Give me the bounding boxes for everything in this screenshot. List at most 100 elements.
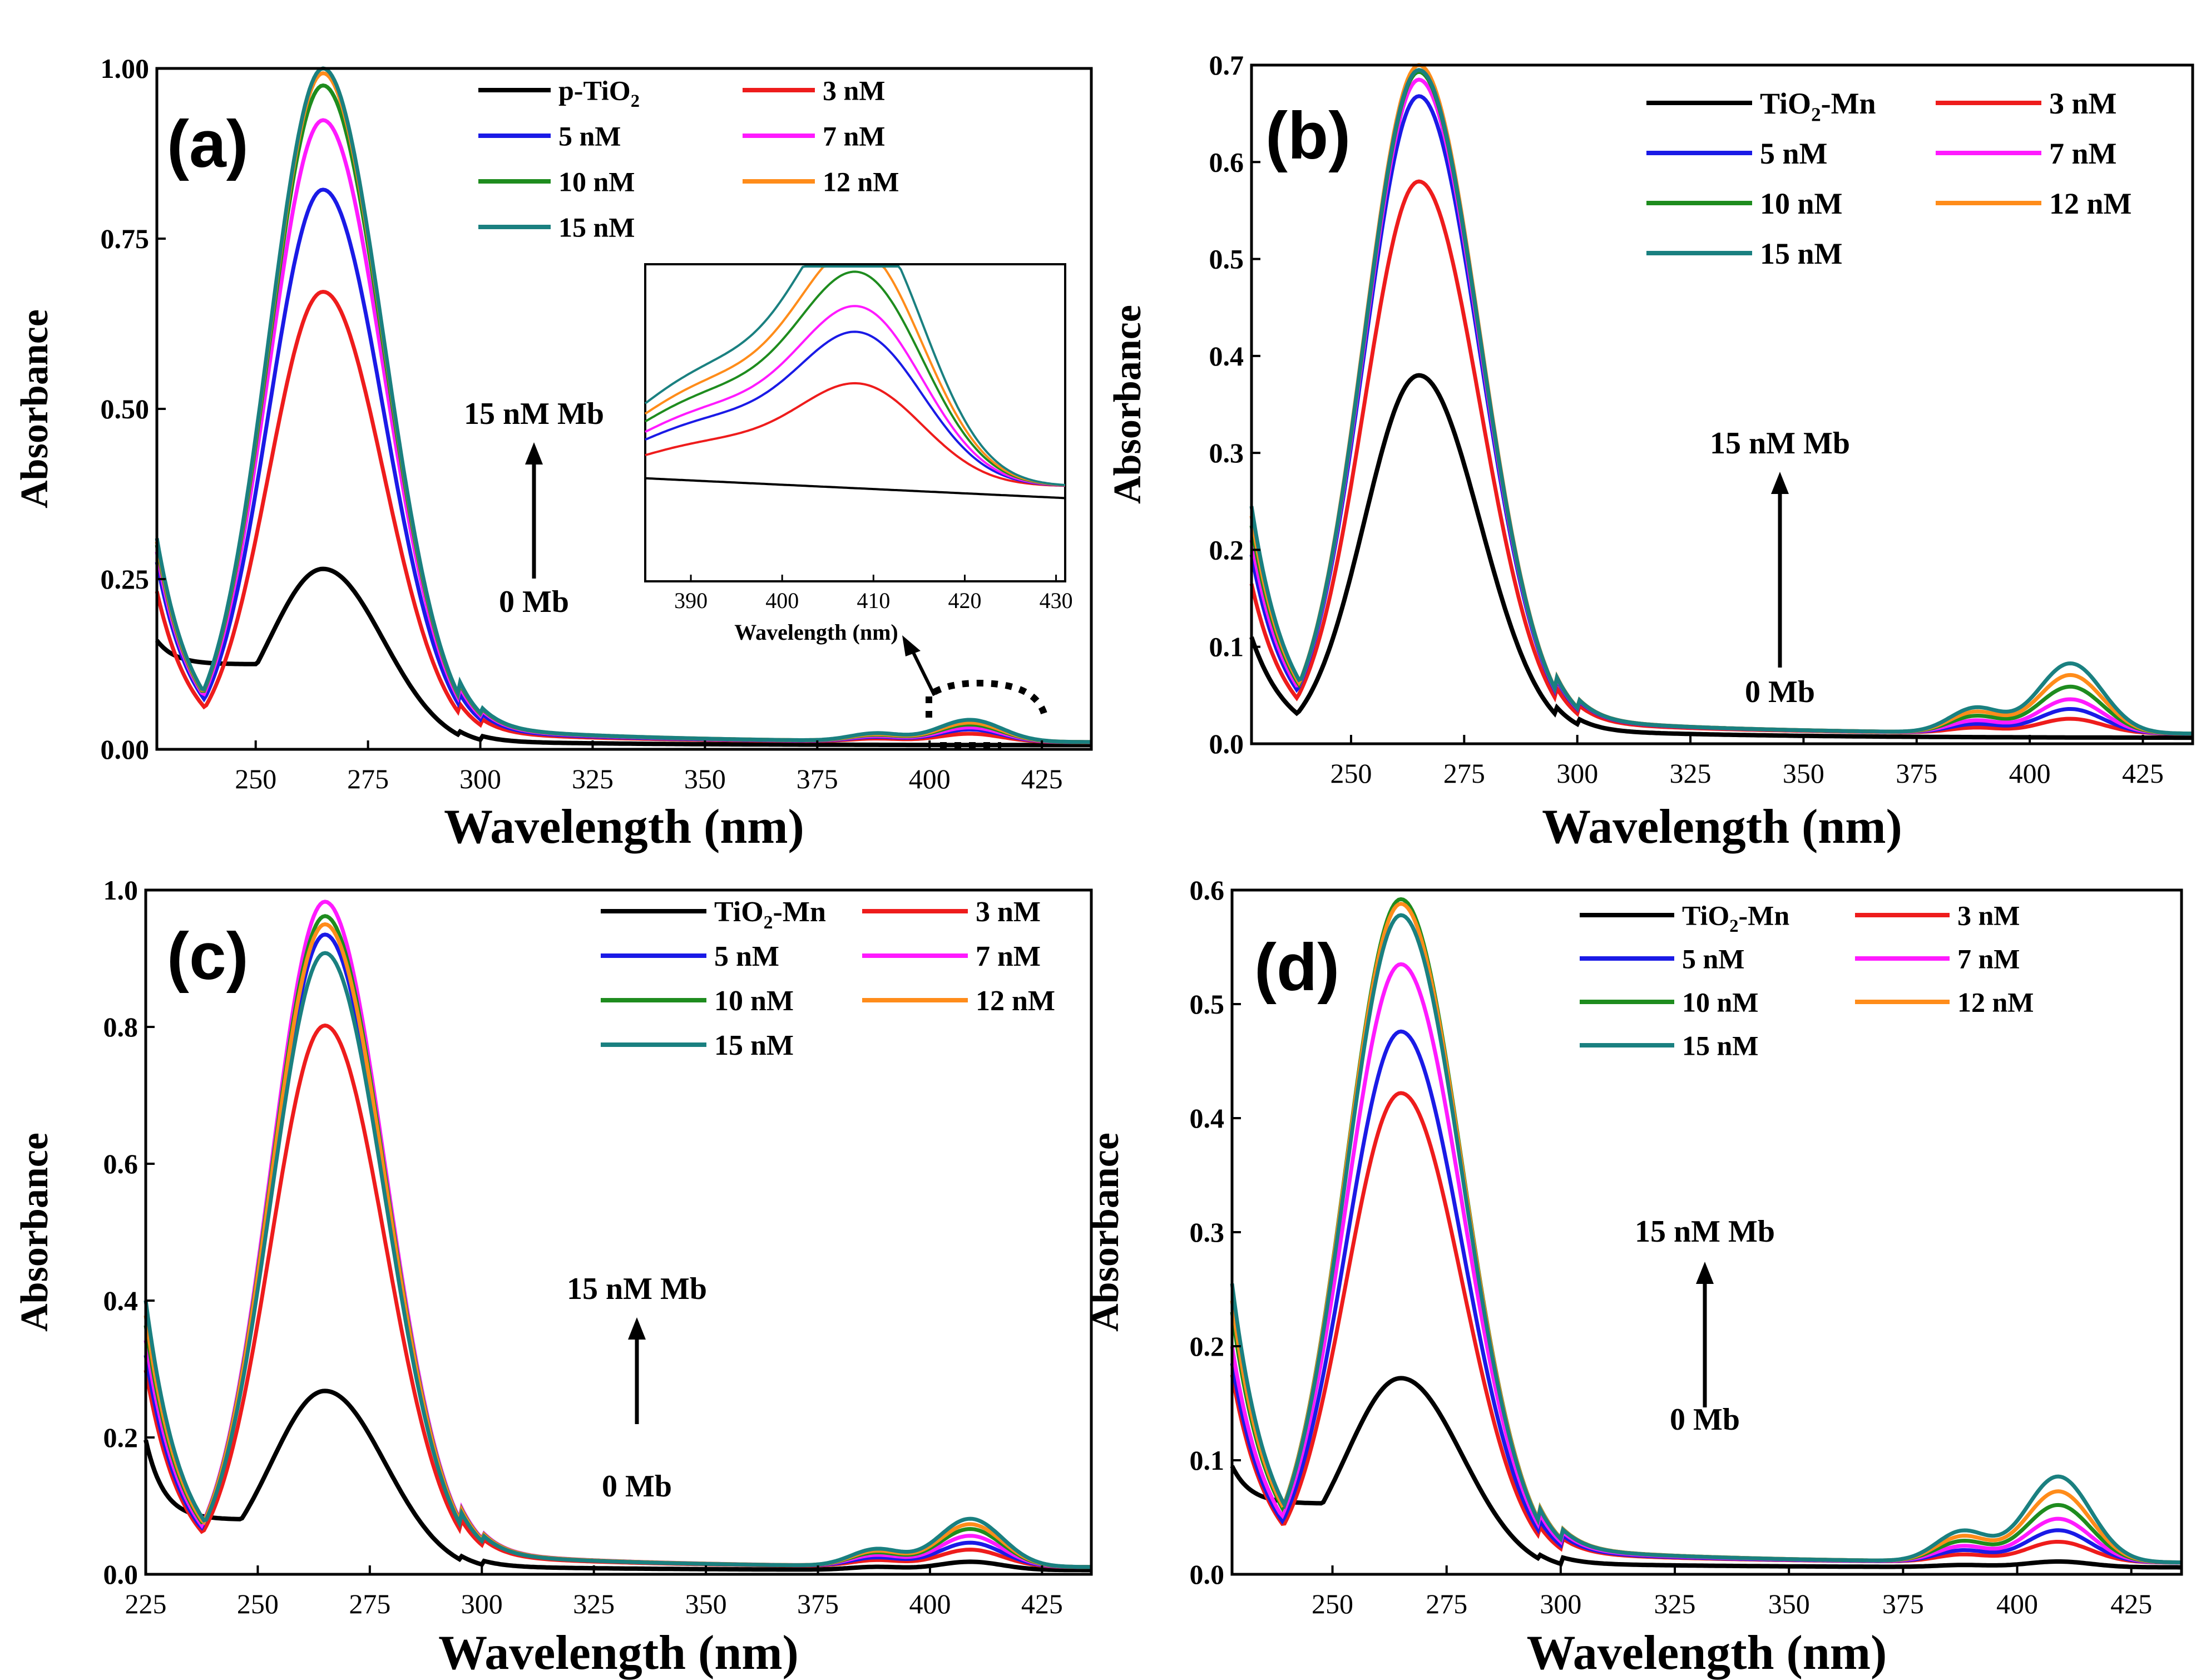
x-tick-label: 325 xyxy=(573,1588,615,1619)
legend-label: 12 nM xyxy=(976,985,1055,1017)
x-tick-label: 275 xyxy=(1426,1588,1467,1619)
x-tick-label: 425 xyxy=(1021,1588,1063,1619)
legend-label: p-TiO2 xyxy=(558,75,640,112)
y-axis-label: Absorbance xyxy=(1084,1133,1127,1332)
legend-label: 5 nM xyxy=(1682,943,1745,975)
x-tick-label: 350 xyxy=(1783,758,1824,789)
inset-series-line xyxy=(645,477,1066,500)
y-tick-label: 0.6 xyxy=(1190,874,1225,906)
x-tick-label: 250 xyxy=(1312,1588,1353,1619)
increase-arrow-head xyxy=(628,1317,646,1340)
x-tick-label: 350 xyxy=(684,763,726,794)
x-tick-label: 275 xyxy=(349,1588,390,1619)
x-tick-label: 375 xyxy=(797,763,838,794)
legend-label: TiO2-Mn xyxy=(1760,87,1876,126)
y-tick-label: 0.6 xyxy=(1209,146,1244,177)
panel-label: (b) xyxy=(1265,98,1351,173)
x-tick-label: 250 xyxy=(235,763,276,794)
legend-label: 7 nM xyxy=(823,121,886,152)
x-tick-label: 325 xyxy=(1654,1588,1696,1619)
x-tick-label: 425 xyxy=(2110,1588,2152,1619)
series-line-TiO2-Mn xyxy=(144,1389,1091,1573)
y-tick-label: 0.0 xyxy=(1190,1559,1225,1590)
legend-label: 3 nM xyxy=(823,75,886,106)
y-tick-label: 0.5 xyxy=(1190,989,1225,1020)
annotation-bottom: 0 Mb xyxy=(602,1469,672,1504)
panel-c: 225 250 275 300 325 350 375 400 425 0.0 0.2 0.4 0.6 0… xyxy=(13,874,1093,1680)
y-tick-label: 0.75 xyxy=(101,223,150,254)
legend-label: 15 nM xyxy=(558,212,635,243)
x-tick-label: 225 xyxy=(125,1588,167,1619)
x-tick-label: 400 xyxy=(909,1588,951,1619)
increase-arrow-head xyxy=(1771,472,1789,494)
x-tick-label: 375 xyxy=(1896,758,1937,789)
inset-x-tick-label: 400 xyxy=(765,588,799,613)
y-tick-label: 0.6 xyxy=(103,1148,139,1179)
x-tick-label: 325 xyxy=(572,763,614,794)
x-axis-label: Wavelength (nm) xyxy=(1542,800,1902,854)
panel-a: 250 275 300 325 350 375 400 425 0.00 0.25 0.50 0.75… xyxy=(13,53,1093,854)
y-tick-label: 1.00 xyxy=(101,53,150,84)
y-axis-label: Absorbance xyxy=(13,309,56,508)
legend-label: 7 nM xyxy=(1957,943,2020,975)
inset-plot: 390 400 410 420 430 Wavelength (nm) xyxy=(644,263,1073,645)
inset-x-tick-label: 410 xyxy=(857,588,890,613)
inset-series-line xyxy=(645,305,1066,487)
x-tick-label: 250 xyxy=(1330,758,1372,789)
x-tick-label: 425 xyxy=(1021,763,1063,794)
inset-pointer-arrow-head xyxy=(902,635,921,656)
y-tick-label: 0.4 xyxy=(103,1285,139,1316)
legend-label: 5 nM xyxy=(1760,137,1828,170)
y-tick-label: 0.3 xyxy=(1190,1217,1225,1248)
legend-label: 5 nM xyxy=(558,121,621,152)
x-tick-label: 275 xyxy=(347,763,389,794)
series-line-15-nM xyxy=(1249,68,2193,736)
series-line-TiO2-Mn xyxy=(1249,373,2193,740)
inset-pointer-arrow xyxy=(909,647,936,696)
panel-b: 250 275 300 325 350 375 400 425 0.0 0.1 0.2 0.3 0.4 0… xyxy=(1106,50,2194,854)
annotation-top: 15 nM Mb xyxy=(1710,426,1850,461)
series-line-15-nM xyxy=(144,951,1091,1569)
legend-label: 12 nM xyxy=(1957,987,2034,1018)
inset-x-tick-label: 420 xyxy=(948,588,981,613)
annotation-bottom: 0 Mb xyxy=(1745,675,1815,709)
y-tick-label: 1.0 xyxy=(103,874,139,906)
series-line-p-TiO2 xyxy=(155,566,1091,748)
x-tick-label: 300 xyxy=(461,1588,503,1619)
annotation-top: 15 nM Mb xyxy=(1635,1214,1775,1249)
legend-label: 7 nM xyxy=(2049,137,2117,170)
legend-label: 3 nM xyxy=(2049,87,2117,120)
x-tick-label: 400 xyxy=(1996,1588,2038,1619)
legend-label: 10 nM xyxy=(714,985,794,1017)
x-tick-label: 425 xyxy=(2122,758,2164,789)
inset-x-tick-label: 430 xyxy=(1040,588,1073,613)
inset-region-marker xyxy=(926,679,1049,722)
legend-label: 15 nM xyxy=(1760,237,1843,270)
legend-label: 15 nM xyxy=(1682,1030,1759,1061)
x-tick-label: 275 xyxy=(1443,758,1485,789)
x-tick-label: 375 xyxy=(1882,1588,1924,1619)
y-axis-label: Absorbance xyxy=(1106,305,1149,504)
y-tick-label: 0.0 xyxy=(1209,728,1244,759)
increase-arrow-head xyxy=(525,442,543,465)
inset-series-line xyxy=(644,265,1066,486)
x-tick-label: 300 xyxy=(1540,1588,1581,1619)
y-tick-label: 0.0 xyxy=(103,1559,139,1590)
x-axis-label: Wavelength (nm) xyxy=(1527,1626,1887,1680)
inset-x-axis-label: Wavelength (nm) xyxy=(734,620,898,645)
x-tick-label: 325 xyxy=(1670,758,1712,789)
inset-series-line xyxy=(644,270,1066,487)
x-tick-label: 375 xyxy=(797,1588,839,1619)
x-tick-label: 400 xyxy=(909,763,951,794)
annotation-top: 15 nM Mb xyxy=(567,1272,707,1306)
increase-arrow-head xyxy=(1696,1262,1714,1284)
y-tick-label: 0.7 xyxy=(1209,50,1244,81)
y-tick-label: 0.4 xyxy=(1209,340,1244,372)
inset-x-tick-label: 390 xyxy=(674,588,708,613)
legend-label: TiO2-Mn xyxy=(1682,900,1789,937)
y-tick-label: 0.2 xyxy=(1209,534,1244,565)
legend-label: 10 nM xyxy=(1682,987,1759,1018)
legend-label: 5 nM xyxy=(714,941,779,972)
annotation-top: 15 nM Mb xyxy=(464,397,604,431)
